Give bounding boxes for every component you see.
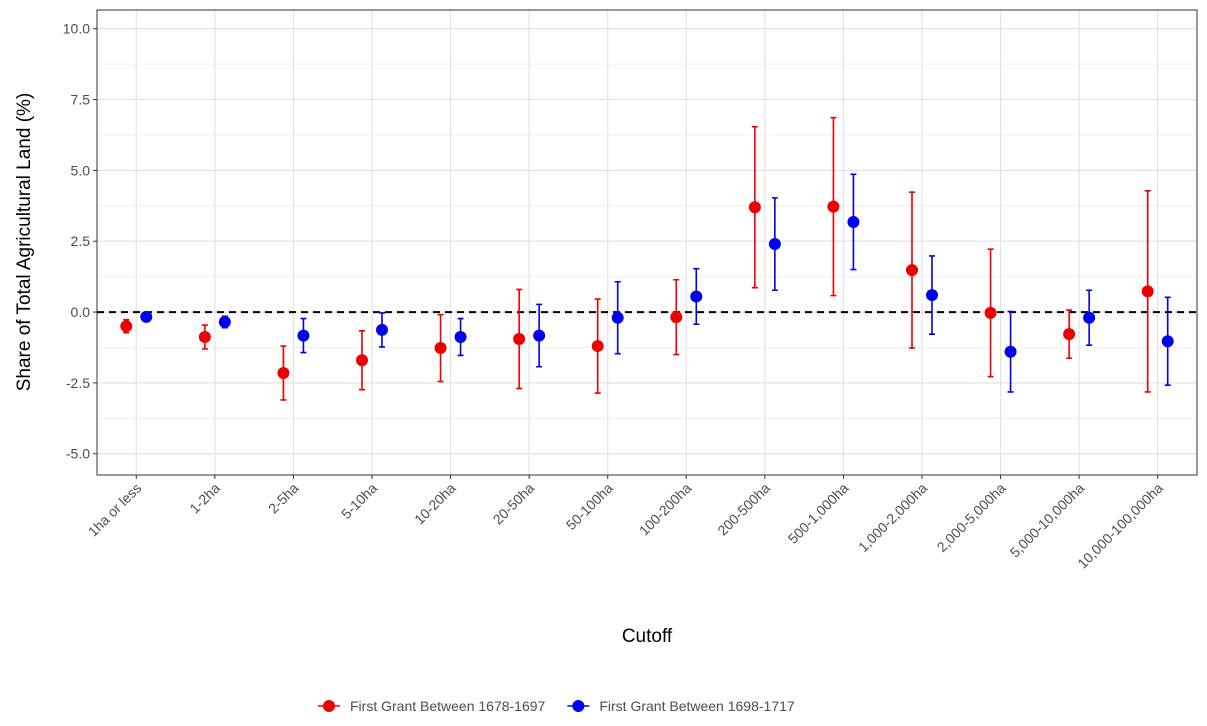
- point: [533, 329, 546, 342]
- x-tick-label: 50-100ha: [563, 480, 616, 533]
- legend-key: [572, 700, 585, 712]
- y-tick-label: 7.5: [71, 92, 91, 108]
- point: [906, 264, 918, 277]
- x-tick-label: 10-20ha: [411, 480, 459, 528]
- x-tick-label: 5,000-10,000ha: [1007, 480, 1088, 561]
- legend-label: First Grant Between 1698-1717: [599, 698, 795, 714]
- x-tick-label: 2,000-5,000ha: [934, 480, 1009, 555]
- y-axis-title: Share of Total Agricultural Land (%): [14, 93, 35, 392]
- y-tick-label: -2.5: [66, 375, 90, 391]
- point: [1141, 285, 1154, 298]
- point: [1063, 328, 1076, 341]
- point: [591, 340, 604, 353]
- point: [984, 306, 997, 319]
- x-tick-label: 10,000-100,000ha: [1074, 480, 1166, 572]
- point: [1083, 311, 1096, 324]
- point: [120, 320, 133, 333]
- x-tick-label: 200-500ha: [714, 480, 773, 539]
- point: [827, 200, 840, 213]
- y-tick-label: -5.0: [66, 446, 90, 462]
- y-tick-label: 10.0: [63, 21, 90, 37]
- y-tick-label: 2.5: [71, 233, 91, 249]
- point: [670, 311, 683, 324]
- point: [277, 366, 290, 379]
- plot-border: [96, 9, 1198, 476]
- point: [434, 342, 447, 355]
- point: [611, 311, 624, 324]
- point: [1161, 335, 1174, 348]
- point: [926, 289, 938, 302]
- point: [198, 331, 211, 344]
- point: [376, 323, 388, 336]
- point: [847, 215, 860, 228]
- point: [140, 310, 153, 323]
- point: [218, 315, 231, 328]
- y-tick-label: 0.0: [71, 304, 91, 320]
- point: [356, 354, 368, 367]
- x-tick-label: 1ha or less: [85, 480, 145, 540]
- y-tick-label: 5.0: [71, 162, 91, 178]
- x-tick-label: 100-200ha: [636, 480, 695, 539]
- x-tick-label: 2-5ha: [265, 480, 302, 517]
- point: [768, 238, 781, 251]
- legend-label: First Grant Between 1678-1697: [350, 698, 546, 714]
- point: [297, 329, 310, 342]
- x-tick-label: 500-1,000ha: [785, 480, 852, 547]
- x-axis-title: Cutoff: [622, 626, 673, 647]
- point: [454, 331, 467, 344]
- x-tick-label: 1,000-2,000ha: [855, 480, 930, 555]
- point: [513, 332, 526, 345]
- x-tick-label: 5-10ha: [338, 480, 380, 522]
- point: [690, 290, 703, 303]
- x-tick-label: 20-50ha: [490, 480, 538, 528]
- x-tick-label: 1-2ha: [186, 480, 223, 517]
- legend-key: [323, 700, 335, 712]
- point: [1004, 345, 1017, 358]
- point: [748, 201, 761, 214]
